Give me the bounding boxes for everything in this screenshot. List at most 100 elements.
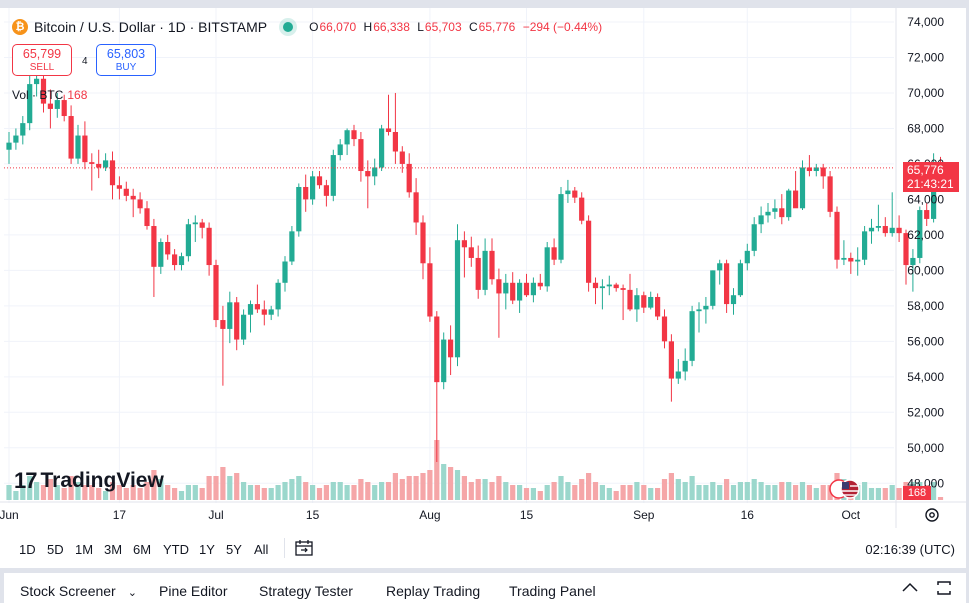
range-6m-button[interactable]: 6M — [133, 542, 152, 557]
volume-bar — [351, 485, 357, 500]
volume-bar — [344, 485, 350, 500]
candle-body — [551, 247, 557, 260]
candle-body — [682, 360, 688, 372]
candle-body — [82, 135, 88, 163]
candle-body — [468, 247, 474, 258]
ohlc-values: O66,070 H66,338 L65,703 C65,776 −294 (−0… — [309, 20, 606, 34]
sell-button[interactable]: 65,799 SELL — [12, 44, 72, 76]
collapse-panel-icon[interactable] — [900, 579, 920, 597]
clock-timezone[interactable]: 02:16:39 (UTC) — [865, 542, 955, 557]
volume-bar — [475, 479, 481, 500]
candle-body — [813, 167, 819, 172]
volume-bar — [482, 479, 488, 500]
range-5d-button[interactable]: 5D — [47, 542, 64, 557]
tab-stock-screener[interactable]: Stock Screener ⌄ — [20, 583, 137, 599]
symbol-legend[interactable]: ₿ Bitcoin / U.S. Dollar · 1D · BITSTAMP … — [12, 19, 606, 35]
tab-strategy-tester[interactable]: Strategy Tester — [259, 583, 353, 599]
candle-body — [310, 176, 316, 200]
candle-body — [385, 128, 392, 132]
tab-replay-trading[interactable]: Replay Trading — [386, 583, 481, 599]
candle-body — [703, 305, 709, 310]
candle-body — [689, 311, 695, 361]
chevron-down-icon: ⌄ — [127, 587, 137, 599]
candle-body — [579, 197, 585, 221]
price-axis-label: 62,000 — [907, 228, 944, 242]
tab-trading-panel[interactable]: Trading Panel — [509, 583, 596, 599]
buy-label: BUY — [115, 62, 137, 73]
volume-bar — [496, 476, 502, 500]
volume-bar — [130, 485, 136, 500]
candle-body — [668, 341, 674, 379]
candle-body — [737, 263, 743, 296]
volume-bar — [572, 485, 578, 500]
candle-body — [641, 295, 647, 308]
volume-bar — [213, 476, 219, 500]
price-chart[interactable]: 74,00072,00070,00068,00066,00064,00062,0… — [0, 8, 966, 538]
volume-bar — [151, 470, 157, 500]
time-axis-label: Sep — [633, 508, 655, 522]
volume-bar — [68, 476, 74, 500]
volume-bar — [613, 491, 619, 500]
range-all-button[interactable]: All — [254, 542, 269, 557]
volume-bar — [523, 488, 530, 500]
range-1d-button[interactable]: 1D — [19, 542, 36, 557]
candle-body — [172, 254, 178, 266]
candle-body — [627, 289, 633, 310]
candle-body — [917, 210, 923, 258]
volume-bar — [89, 485, 95, 500]
candle-body — [103, 160, 109, 168]
volume-bar — [793, 485, 799, 500]
candle-body — [351, 130, 357, 140]
candle-body — [696, 309, 702, 312]
volume-bar — [730, 485, 737, 500]
volume-bar — [668, 473, 674, 500]
range-5y-button[interactable]: 5Y — [226, 542, 242, 557]
volume-bar — [579, 479, 585, 500]
volume-bar — [772, 485, 778, 500]
candle-body — [254, 304, 260, 310]
bottom-panel-tabs: Stock Screener ⌄ Pine Editor Strategy Tes… — [4, 573, 966, 603]
market-status-icon[interactable] — [283, 22, 294, 32]
chart-settings-icon[interactable] — [923, 506, 941, 524]
tab-pine-editor[interactable]: Pine Editor — [159, 583, 228, 599]
candle-body — [586, 220, 592, 283]
candle-body — [220, 320, 226, 329]
range-1y-button[interactable]: 1Y — [199, 542, 215, 557]
candle-body — [323, 185, 329, 196]
candle-body — [61, 100, 67, 117]
date-range-icon[interactable] — [294, 538, 314, 558]
price-axis-label: 56,000 — [907, 334, 944, 348]
us-flag-icon[interactable] — [828, 478, 866, 500]
volume-bar — [185, 485, 191, 500]
volume-bar — [96, 488, 102, 500]
candle-body — [379, 128, 385, 168]
ohlc-change: −294 (−0.44%) — [522, 20, 603, 34]
maximize-panel-icon[interactable] — [934, 579, 954, 597]
candle-body — [13, 135, 19, 143]
time-axis-label: 17 — [113, 508, 127, 522]
candle-body — [185, 224, 191, 257]
candle-body — [530, 282, 536, 296]
last-price-label: 65,776 21:43:21 — [903, 162, 959, 192]
candle-body — [282, 261, 288, 283]
buy-button[interactable]: 65,803 BUY — [96, 44, 156, 76]
candle-body — [427, 263, 433, 317]
volume-bar — [358, 479, 364, 500]
candle-body — [710, 270, 716, 306]
volume-bar — [310, 485, 316, 500]
candle-body — [303, 186, 309, 200]
candle-body — [558, 194, 564, 260]
volume-legend[interactable]: Vol · BTC 168 — [12, 88, 87, 102]
tradingview-logo[interactable]: 17 TradingView — [14, 468, 164, 494]
candle-body — [406, 163, 412, 193]
volume-bar — [689, 476, 695, 500]
volume-bar — [75, 482, 81, 500]
range-3m-button[interactable]: 3M — [104, 542, 123, 557]
time-axis-label: 15 — [306, 508, 320, 522]
volume-bar — [420, 473, 426, 500]
symbol-title[interactable]: Bitcoin / U.S. Dollar · 1D · BITSTAMP — [34, 19, 268, 35]
range-ytd-button[interactable]: YTD — [163, 542, 189, 557]
candle-body — [482, 250, 488, 290]
range-1m-button[interactable]: 1M — [75, 542, 94, 557]
volume-bar — [717, 485, 723, 500]
